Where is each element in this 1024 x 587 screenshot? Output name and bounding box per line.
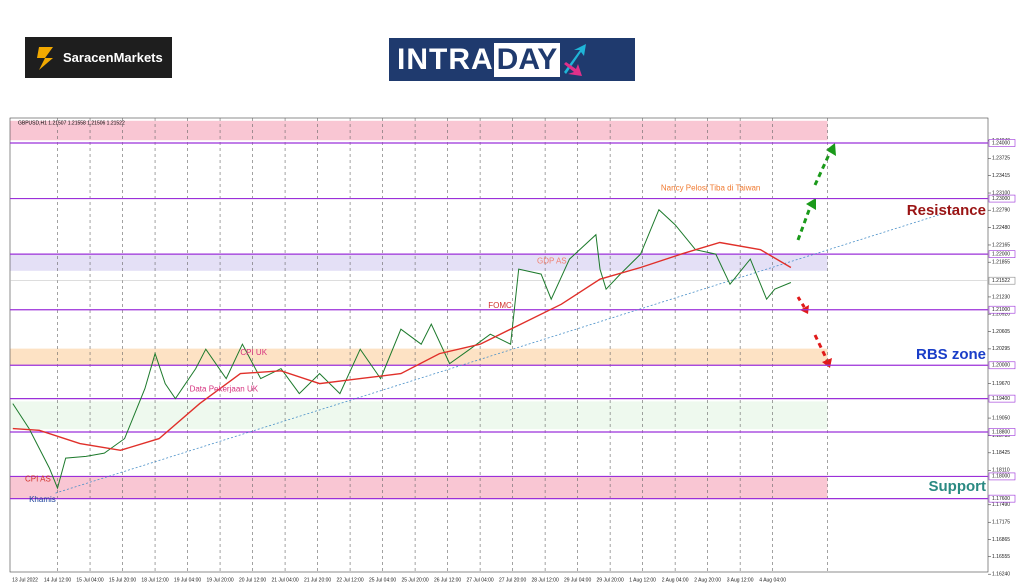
trendline — [55, 209, 956, 494]
x-tick-label: 21 Jul 04:00 — [271, 577, 298, 583]
x-tick-label: 29 Jul 04:00 — [564, 577, 591, 583]
x-tick-label: 15 Jul 20:00 — [109, 577, 136, 583]
y-tick-label: 1.18735 — [992, 433, 1010, 439]
logo-arrows — [564, 43, 587, 76]
x-tick-label: 21 Jul 20:00 — [304, 577, 331, 583]
logo-day: DAY — [493, 42, 561, 77]
y-tick-label: 1.22165 — [992, 242, 1010, 248]
level-tag — [988, 305, 1016, 314]
y-tick-label: 1.23415 — [992, 173, 1010, 179]
zone-label: RBS zone — [916, 346, 986, 363]
annotation: CPI AS — [25, 474, 51, 483]
x-tick-label: 25 Jul 20:00 — [401, 577, 428, 583]
x-tick-label: 18 Jul 12:00 — [141, 577, 168, 583]
current-tag — [988, 276, 1016, 285]
x-tick-label: 29 Jul 20:00 — [597, 577, 624, 583]
y-tick-label: 1.17490 — [992, 502, 1010, 508]
plot-frame — [9, 117, 989, 573]
x-tick-label: 26 Jul 12:00 — [434, 577, 461, 583]
zone — [10, 348, 828, 366]
brand-icon — [37, 46, 53, 70]
level-tag — [988, 394, 1016, 403]
brand-name: SaracenMarkets — [63, 50, 163, 65]
level-label: 1.17600 — [992, 496, 1010, 502]
zone — [10, 120, 828, 141]
logo-intra: INTRA — [397, 42, 494, 76]
x-tick-label: 2 Aug 04:00 — [662, 577, 689, 583]
x-tick-label: 1 Aug 12:00 — [629, 577, 656, 583]
x-tick-label: 14 Jul 12:00 — [44, 577, 71, 583]
y-tick-label: 1.16240 — [992, 572, 1010, 578]
x-tick-label: 19 Jul 04:00 — [174, 577, 201, 583]
intraday-logo: INTRA DAY — [389, 38, 635, 81]
x-tick-label: 27 Jul 20:00 — [499, 577, 526, 583]
annotation: Data Pekerjaan UK — [190, 384, 259, 393]
y-tick-label: 1.21855 — [992, 260, 1010, 266]
y-tick-label: 1.20920 — [992, 311, 1010, 317]
annotation: GDP AS — [537, 256, 567, 265]
x-tick-label: 20 Jul 12:00 — [239, 577, 266, 583]
x-tick-label: 22 Jul 12:00 — [336, 577, 363, 583]
price-line — [12, 241, 792, 452]
y-tick-label: 1.18110 — [992, 468, 1010, 474]
current-price-label: 1.21522 — [992, 278, 1010, 284]
level-label: 1.24000 — [992, 140, 1010, 146]
x-tick-label: 19 Jul 20:00 — [206, 577, 233, 583]
brand-logo: SaracenMarkets — [25, 37, 172, 78]
annotation: FOMC — [488, 301, 512, 310]
level-label: 1.20000 — [992, 363, 1010, 369]
annotation: Khamis — [29, 495, 56, 504]
x-tick-label: 13 Jul 2022 — [12, 577, 38, 583]
y-tick-label: 1.19670 — [992, 381, 1010, 387]
level-label: 1.19400 — [992, 396, 1010, 402]
zone-label: Resistance — [907, 202, 986, 219]
level-label: 1.23000 — [992, 196, 1010, 202]
y-tick-label: 1.20295 — [992, 346, 1010, 352]
level-tag — [988, 494, 1016, 503]
x-tick-label: 28 Jul 12:00 — [531, 577, 558, 583]
level-tag — [988, 472, 1016, 481]
x-tick-label: 25 Jul 04:00 — [369, 577, 396, 583]
y-tick-label: 1.16865 — [992, 537, 1010, 543]
y-tick-label: 1.21230 — [992, 294, 1010, 300]
x-tick-label: 3 Aug 12:00 — [727, 577, 754, 583]
y-tick-label: 1.18425 — [992, 450, 1010, 456]
x-tick-label: 27 Jul 04:00 — [466, 577, 493, 583]
y-tick-label: 1.23725 — [992, 156, 1010, 162]
annotation: CPI UK — [240, 348, 267, 357]
zone — [10, 254, 828, 271]
zone — [10, 476, 828, 499]
y-tick-label: 1.19050 — [992, 415, 1010, 421]
y-tick-label: 1.23100 — [992, 190, 1010, 196]
level-tag — [988, 194, 1016, 203]
level-tag — [988, 428, 1016, 436]
x-tick-label: 2 Aug 20:00 — [694, 577, 721, 583]
y-tick-label: 1.22790 — [992, 208, 1010, 214]
y-tick-label: 1.20605 — [992, 329, 1010, 335]
zone — [10, 401, 828, 430]
y-tick-label: 1.22480 — [992, 225, 1010, 231]
level-label: 1.22000 — [992, 251, 1010, 257]
annotation: Nancy Pelosi Tiba di Taiwan — [661, 184, 760, 193]
price-line — [12, 208, 792, 490]
level-tag — [988, 250, 1016, 258]
level-tag — [988, 361, 1016, 370]
y-tick-label: 1.17175 — [992, 520, 1010, 526]
level-label: 1.18000 — [992, 474, 1010, 480]
x-tick-label: 4 Aug 04:00 — [759, 577, 786, 583]
chart-title: GBPUSD,H1 1.21507 1.21558 1.21506 1.2152… — [18, 120, 125, 126]
y-tick-label: 1.16555 — [992, 554, 1010, 560]
zone-label: Support — [929, 478, 987, 495]
level-tag — [988, 139, 1016, 147]
level-label: 1.18800 — [992, 429, 1010, 435]
level-label: 1.21000 — [992, 307, 1010, 313]
x-tick-label: 15 Jul 04:00 — [76, 577, 103, 583]
